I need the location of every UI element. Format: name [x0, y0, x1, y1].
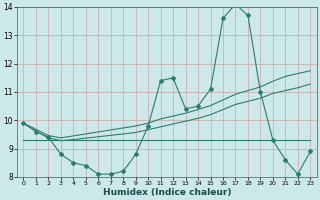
X-axis label: Humidex (Indice chaleur): Humidex (Indice chaleur): [103, 188, 231, 197]
